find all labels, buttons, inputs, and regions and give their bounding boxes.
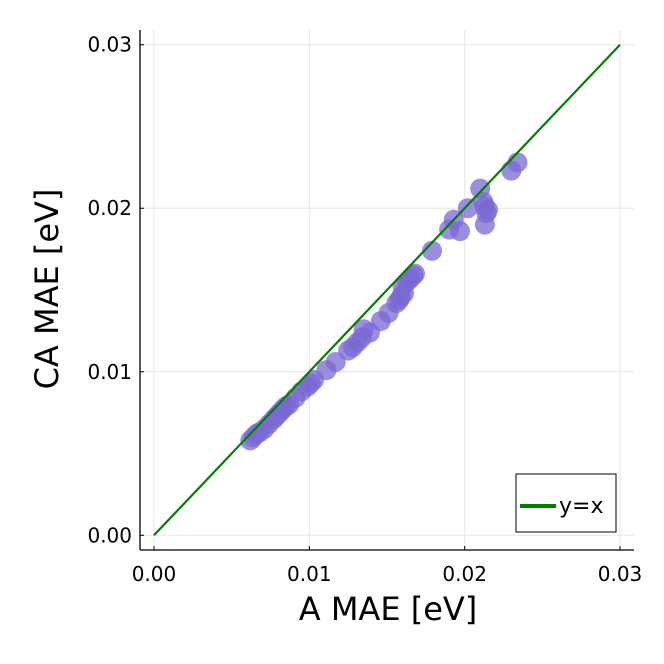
y-tick-label-0: 0.00: [87, 523, 132, 547]
x-tick-label-1: 0.01: [287, 562, 332, 586]
scatter-point-46: [474, 214, 495, 235]
x-tick-label-3: 0.03: [598, 562, 643, 586]
y-tick-label-1: 0.01: [87, 360, 132, 384]
x-tick-label-2: 0.02: [442, 562, 487, 586]
legend: y=x: [515, 473, 617, 533]
x-axis-title: A MAE [eV]: [299, 590, 478, 628]
scatter-point-39: [450, 221, 471, 242]
y-tick-label-2: 0.02: [87, 196, 132, 220]
y-axis-title: CA MAE [eV]: [28, 189, 66, 390]
grid: [140, 30, 634, 550]
axes: [139, 30, 634, 551]
reference-line-y-equals-x: [153, 43, 621, 537]
legend-entry-y-equals-x: y=x: [559, 494, 603, 519]
scatter-point-48: [507, 152, 528, 173]
y-tick-label-3: 0.03: [87, 33, 132, 57]
x-tick-label-0: 0.00: [132, 562, 177, 586]
scatter-point-40: [457, 198, 478, 219]
plot-area: [153, 43, 621, 537]
legend-box: [515, 473, 617, 533]
scatter-point-35: [404, 263, 425, 284]
tick-labels: 0.00 0.01 0.02 0.03 0.00 0.01 0.02 0.03: [87, 33, 642, 586]
scatter-point-36: [422, 240, 443, 261]
